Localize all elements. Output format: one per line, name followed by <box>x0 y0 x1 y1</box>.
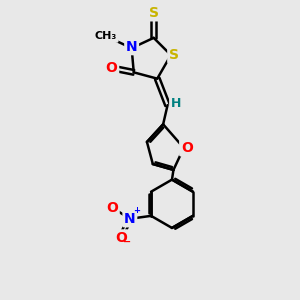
Text: O: O <box>106 61 118 75</box>
Text: CH₃: CH₃ <box>95 31 117 41</box>
Text: O: O <box>106 202 118 215</box>
Text: O: O <box>181 141 193 155</box>
Text: S: S <box>169 48 179 62</box>
Text: O: O <box>115 231 127 245</box>
Text: N: N <box>124 212 136 226</box>
Text: +: + <box>133 206 140 215</box>
Text: N: N <box>126 40 137 54</box>
Text: −: − <box>123 237 132 247</box>
Text: H: H <box>171 97 181 110</box>
Text: S: S <box>149 6 159 20</box>
